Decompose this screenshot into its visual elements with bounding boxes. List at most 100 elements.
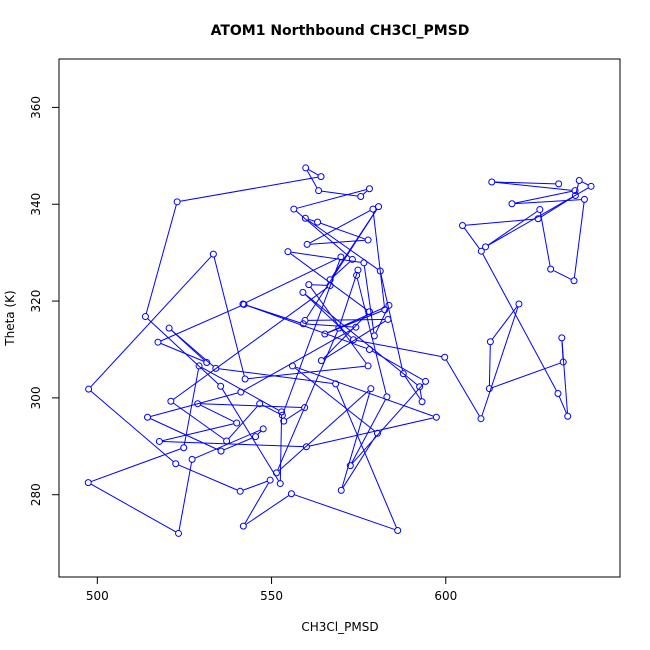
series-segment	[221, 388, 280, 482]
data-point	[302, 443, 310, 451]
series-segment	[308, 168, 319, 176]
data-point	[349, 336, 357, 344]
series-segment	[363, 265, 375, 334]
series-segment	[491, 362, 561, 389]
data-point	[547, 265, 555, 273]
series-segment	[223, 437, 253, 451]
data-point	[376, 267, 384, 275]
data-point	[299, 288, 307, 296]
data-point	[299, 320, 307, 328]
data-point	[488, 178, 496, 186]
series-segment	[362, 190, 368, 195]
data-point	[272, 469, 280, 477]
data-point	[223, 437, 231, 445]
series-segment	[371, 350, 424, 381]
data-point	[571, 187, 579, 195]
data-point	[441, 353, 449, 361]
data-point	[212, 364, 220, 372]
data-point	[432, 413, 440, 421]
data-point	[555, 180, 563, 188]
series-segment	[90, 448, 182, 483]
data-point	[237, 388, 245, 396]
series-segment	[282, 259, 341, 413]
data-point	[301, 214, 309, 222]
data-point	[365, 345, 373, 353]
data-point	[240, 300, 248, 308]
data-point	[217, 447, 225, 455]
data-point	[239, 522, 247, 530]
data-point	[266, 476, 274, 484]
data-point	[209, 250, 217, 258]
y-axis-label: Theta (K)	[3, 290, 17, 346]
data-point	[303, 240, 311, 248]
data-point	[373, 429, 381, 437]
series-segment	[488, 344, 491, 386]
series-segment	[245, 494, 290, 525]
data-point	[381, 306, 389, 314]
series-segment	[160, 342, 205, 362]
data-point	[508, 200, 516, 208]
series-segment	[481, 306, 519, 417]
series-segment	[342, 435, 377, 489]
data-point	[564, 412, 572, 420]
series-segment	[356, 339, 442, 358]
series-segment	[213, 256, 245, 377]
series-segment	[162, 441, 304, 448]
data-point	[422, 377, 430, 385]
series-segment	[306, 208, 378, 319]
data-point	[399, 370, 407, 378]
series-segment	[306, 170, 318, 189]
data-point	[337, 253, 345, 261]
series-segment	[321, 190, 358, 197]
data-point	[364, 236, 372, 244]
data-point	[360, 259, 368, 267]
series-segment	[150, 418, 219, 451]
data-point	[575, 177, 583, 185]
series-segment	[304, 293, 418, 386]
data-point	[321, 330, 329, 338]
data-point	[364, 362, 372, 370]
series-segment	[278, 390, 369, 472]
series-segment	[494, 181, 573, 191]
series-segment	[218, 368, 333, 384]
x-axis: 500 550 600	[86, 577, 457, 603]
series-segment	[514, 190, 573, 204]
data-point	[570, 277, 578, 285]
y-tick-label: 340	[29, 193, 43, 216]
series-segment	[160, 305, 242, 342]
chart-title: ATOM1 Northbound CH3Cl_PMSD	[211, 23, 470, 39]
data-point	[141, 313, 149, 321]
data-point	[481, 243, 489, 251]
series-segment	[147, 318, 219, 385]
series-segment	[257, 430, 262, 435]
series-segment	[351, 399, 386, 464]
data-point	[346, 462, 354, 470]
data-point	[587, 182, 595, 190]
series-segment	[581, 181, 589, 186]
data-point	[144, 413, 152, 421]
data-point	[256, 400, 264, 408]
series-segment	[491, 306, 518, 340]
data-point	[337, 486, 345, 494]
series-segment	[243, 328, 354, 392]
y-tick-label: 300	[29, 386, 43, 409]
data-point	[315, 187, 323, 195]
data-point	[233, 419, 241, 427]
data-point	[301, 316, 309, 324]
series-segment	[308, 218, 315, 222]
series-segment	[323, 320, 386, 360]
data-point	[203, 359, 211, 367]
data-point	[365, 185, 373, 193]
series-segment	[404, 375, 421, 400]
data-point	[335, 324, 343, 332]
series-segment	[553, 269, 572, 280]
series-segment	[279, 414, 283, 481]
x-tick-label: 600	[434, 589, 457, 603]
series-segment	[514, 199, 582, 205]
data-point	[383, 393, 391, 401]
series-segment	[558, 396, 568, 414]
series-segment	[465, 218, 536, 226]
data-point	[217, 382, 225, 390]
series-segment	[336, 386, 397, 528]
data-point	[515, 300, 523, 308]
